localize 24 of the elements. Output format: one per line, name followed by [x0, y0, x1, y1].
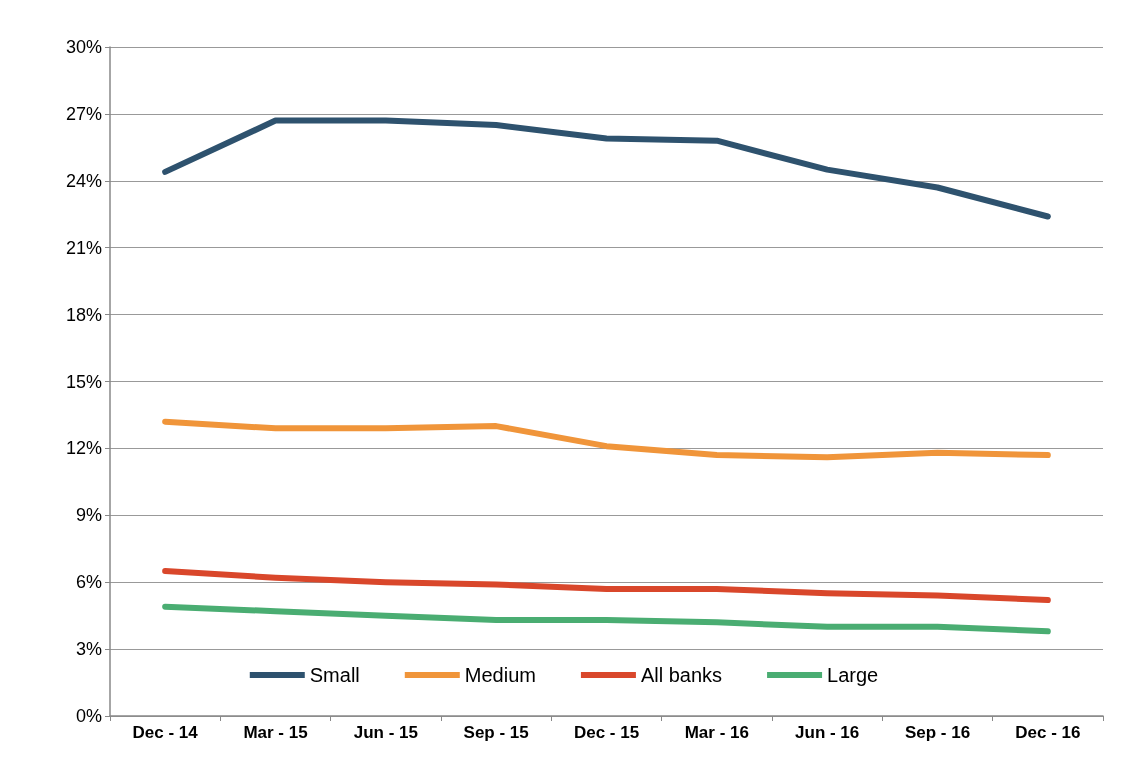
legend-label: Medium	[464, 664, 536, 686]
y-tick-label: 9%	[75, 505, 102, 526]
y-tick-label: 12%	[65, 438, 102, 459]
legend-label: Small	[309, 664, 360, 686]
x-tick-label: Jun - 15	[353, 723, 418, 742]
x-tick-label: Dec - 14	[132, 723, 199, 742]
y-tick-label: 27%	[65, 103, 102, 124]
y-tick-label: 0%	[75, 706, 102, 726]
x-tick-label: Sep - 15	[463, 723, 529, 742]
x-tick-label: Dec - 15	[573, 723, 640, 742]
x-tick-label: Mar - 16	[684, 723, 749, 742]
y-tick-label: 24%	[65, 170, 102, 191]
y-tick-label: 3%	[75, 639, 102, 660]
x-tick-label: Mar - 15	[243, 723, 308, 742]
y-tick-label: 21%	[65, 237, 102, 258]
y-tick-label: 18%	[65, 304, 102, 325]
legend-label: Large	[827, 664, 879, 686]
x-tick-label: Dec - 16	[1015, 723, 1081, 742]
legend-label: All banks	[640, 664, 723, 686]
y-tick-label: 15%	[65, 371, 102, 392]
y-tick-label: 6%	[75, 572, 102, 593]
x-tick-label: Jun - 16	[795, 723, 860, 742]
y-tick-label: 30%	[65, 37, 102, 57]
x-tick-label: Sep - 16	[904, 723, 971, 742]
